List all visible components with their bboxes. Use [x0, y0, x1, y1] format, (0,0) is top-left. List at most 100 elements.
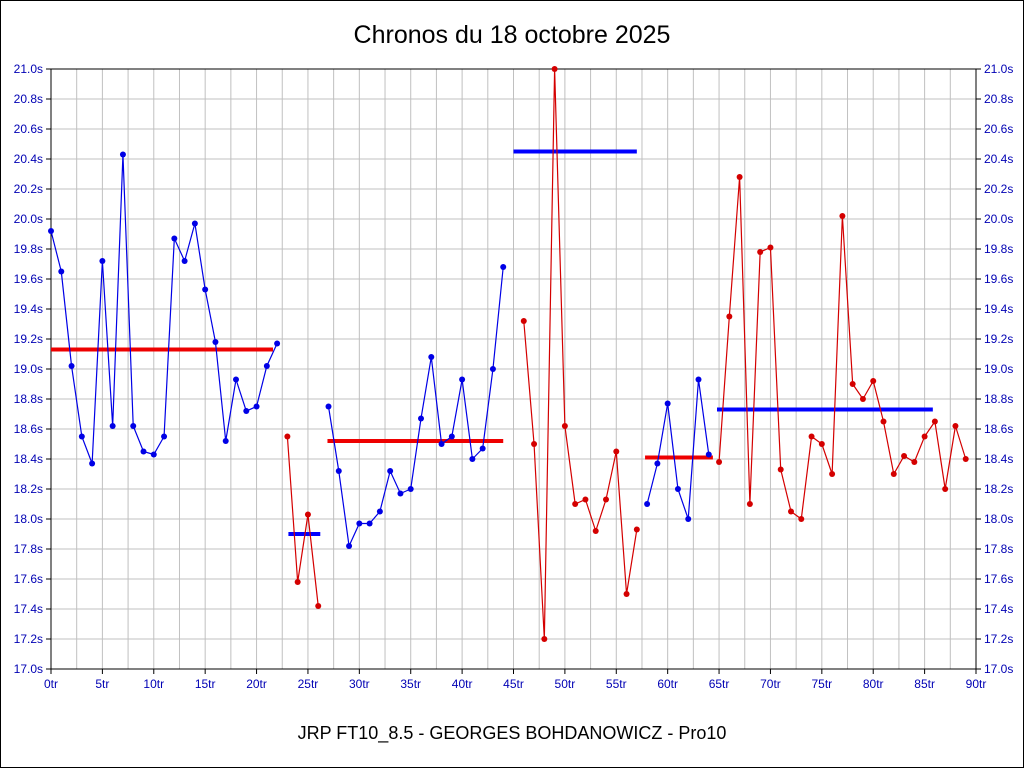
- data-point: [119, 151, 126, 158]
- data-point: [438, 441, 445, 447]
- data-point: [777, 466, 784, 473]
- data-point: [757, 249, 764, 255]
- y-axis-tick-label-left: 17.4s: [14, 602, 43, 616]
- data-point: [366, 520, 373, 527]
- x-axis-tick-label: 55tr: [606, 677, 627, 691]
- data-point: [695, 376, 702, 383]
- data-point: [644, 501, 651, 507]
- data-point: [140, 448, 147, 455]
- y-axis-tick-label-left: 17.0s: [14, 662, 43, 676]
- data-point: [489, 366, 496, 372]
- y-axis-tick-label-right: 17.8s: [984, 542, 1013, 556]
- data-point: [859, 396, 866, 402]
- x-axis-tick-label: 70tr: [760, 677, 781, 691]
- data-point: [623, 591, 630, 597]
- data-point: [428, 354, 435, 360]
- y-axis-tick-label-left: 19.6s: [14, 272, 43, 286]
- plot-border: [50, 68, 977, 670]
- data-point: [767, 244, 774, 251]
- series-line-run-2: [286, 436, 319, 607]
- x-axis-tick-label: 40tr: [452, 677, 473, 691]
- data-point: [500, 264, 507, 270]
- x-axis-tick-label: 30tr: [349, 677, 370, 691]
- data-point: [603, 496, 609, 503]
- data-point: [931, 418, 938, 425]
- y-axis-tick-label-left: 18.6s: [14, 422, 43, 436]
- data-point: [407, 486, 414, 492]
- y-axis-tick-label-right: 17.0s: [984, 662, 1013, 676]
- y-axis-tick-label-right: 17.6s: [984, 572, 1013, 586]
- data-point: [387, 468, 394, 474]
- y-axis-tick-label-left: 20.0s: [14, 212, 43, 226]
- data-point: [418, 415, 424, 422]
- data-point: [551, 66, 558, 72]
- y-axis-tick-label-left: 19.8s: [14, 242, 43, 256]
- data-point: [808, 433, 815, 440]
- data-point: [58, 268, 65, 275]
- data-point: [962, 456, 969, 462]
- data-point: [788, 508, 794, 515]
- y-axis-tick-label-left: 18.2s: [14, 482, 43, 496]
- y-axis-tick-label-left: 19.0s: [14, 362, 43, 376]
- x-axis-tick-label: 50tr: [555, 677, 576, 691]
- x-axis-tick-label: 65tr: [709, 677, 730, 691]
- data-point: [613, 448, 620, 455]
- data-point: [181, 258, 188, 264]
- y-axis-tick-label-right: 18.4s: [984, 452, 1013, 466]
- data-point: [531, 441, 538, 447]
- data-point: [99, 258, 106, 264]
- data-point: [459, 376, 466, 383]
- x-axis-tick-label: 0tr: [44, 677, 58, 691]
- data-point: [716, 459, 723, 465]
- y-axis-tick-label-left: 17.8s: [14, 542, 43, 556]
- data-point: [592, 528, 599, 534]
- data-point: [89, 460, 96, 467]
- data-point: [315, 603, 322, 609]
- data-point: [942, 486, 949, 492]
- data-point: [541, 636, 548, 642]
- x-axis-tick-label: 5tr: [95, 677, 109, 691]
- data-point: [572, 501, 579, 507]
- y-axis-tick-label-right: 20.8s: [984, 92, 1013, 106]
- x-axis-tick-label: 20tr: [246, 677, 267, 691]
- y-axis-tick-label-right: 19.2s: [984, 332, 1013, 346]
- data-point: [191, 220, 198, 227]
- series-line-run-4: [523, 68, 638, 640]
- y-axis-tick-label-left: 20.2s: [14, 182, 43, 196]
- y-axis-tick-label-left: 17.6s: [14, 572, 43, 586]
- data-point: [68, 363, 75, 369]
- x-axis-tick-label: 35tr: [400, 677, 421, 691]
- data-point: [222, 438, 229, 444]
- y-axis-tick-label-left: 19.4s: [14, 302, 43, 316]
- data-point: [829, 471, 836, 477]
- data-point: [901, 453, 908, 459]
- data-point: [674, 486, 681, 492]
- data-point: [325, 403, 332, 410]
- data-point: [633, 526, 640, 533]
- data-point: [890, 471, 897, 477]
- x-axis-tick-label: 90tr: [966, 677, 987, 691]
- data-point: [161, 433, 168, 440]
- data-point: [48, 228, 54, 234]
- data-point: [253, 403, 260, 410]
- data-point: [839, 213, 846, 219]
- x-axis-tick-label: 45tr: [503, 677, 524, 691]
- data-point: [880, 418, 887, 425]
- x-axis-tick-label: 60tr: [657, 677, 678, 691]
- data-point: [849, 381, 856, 387]
- y-axis-tick-label-right: 20.2s: [984, 182, 1013, 196]
- data-point: [921, 433, 928, 440]
- y-axis-tick-label-left: 18.0s: [14, 512, 43, 526]
- y-axis-tick-label-left: 21.0s: [14, 62, 43, 76]
- data-point: [685, 516, 692, 522]
- data-point: [346, 543, 353, 549]
- data-point: [736, 174, 743, 180]
- y-axis-tick-label-left: 18.4s: [14, 452, 43, 466]
- y-axis-tick-label-right: 17.4s: [984, 602, 1013, 616]
- y-axis-tick-label-left: 20.6s: [14, 122, 43, 136]
- data-point: [284, 433, 291, 440]
- data-point: [664, 400, 671, 407]
- y-axis-tick-label-right: 20.0s: [984, 212, 1013, 226]
- data-point: [448, 433, 455, 440]
